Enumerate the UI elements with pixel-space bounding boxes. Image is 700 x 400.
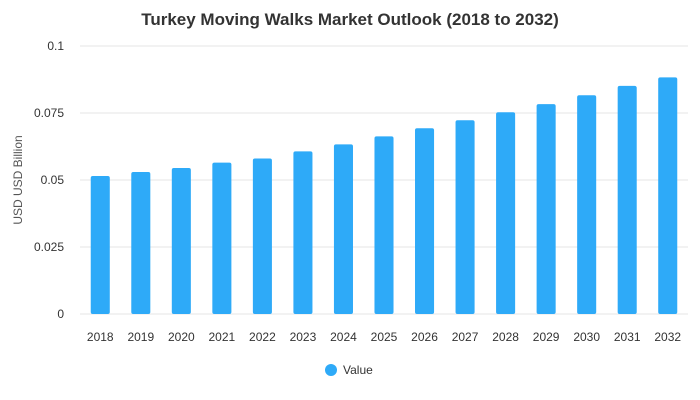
x-tick-label: 2021 — [209, 330, 236, 344]
bar-2024[interactable] — [333, 144, 353, 314]
bar-2023[interactable] — [293, 151, 313, 314]
y-axis-ticks: 0 0.025 0.05 0.075 0.1 — [34, 39, 64, 321]
x-tick-label: 2031 — [614, 330, 641, 344]
bar-2021[interactable] — [212, 162, 232, 314]
bar-2025[interactable] — [374, 136, 394, 314]
bar-2032[interactable] — [658, 77, 678, 314]
bar-2019[interactable] — [131, 171, 151, 314]
bar-2028[interactable] — [496, 112, 516, 314]
bar-2022[interactable] — [252, 158, 272, 314]
x-tick-label: 2019 — [127, 330, 154, 344]
y-tick-label: 0 — [57, 307, 64, 321]
x-tick-label: 2028 — [492, 330, 519, 344]
legend-label-value: Value — [343, 363, 373, 377]
x-tick-label: 2022 — [249, 330, 276, 344]
bar-2027[interactable] — [455, 120, 475, 315]
bars — [90, 77, 678, 315]
legend-swatch-value — [325, 364, 337, 376]
chart-title: Turkey Moving Walks Market Outlook (2018… — [141, 10, 559, 29]
x-tick-label: 2018 — [87, 330, 114, 344]
x-tick-label: 2023 — [290, 330, 317, 344]
x-tick-label: 2029 — [533, 330, 560, 344]
bar-2018[interactable] — [90, 175, 110, 314]
y-tick-label: 0.1 — [47, 39, 64, 53]
x-tick-label: 2025 — [371, 330, 398, 344]
x-tick-label: 2024 — [330, 330, 357, 344]
x-tick-label: 2020 — [168, 330, 195, 344]
x-tick-label: 2027 — [452, 330, 479, 344]
bar-2020[interactable] — [171, 167, 191, 314]
x-tick-label: 2032 — [654, 330, 681, 344]
y-tick-label: 0.025 — [34, 240, 64, 254]
x-tick-label: 2026 — [411, 330, 438, 344]
y-axis-title: USD USD Billion — [11, 135, 25, 224]
y-tick-label: 0.05 — [41, 173, 65, 187]
bar-2026[interactable] — [415, 128, 435, 314]
x-axis-ticks: 2018 2019 2020 2021 2022 2023 2024 2025 2026 2027… — [87, 330, 681, 344]
legend[interactable]: Value — [325, 363, 373, 377]
bar-2030[interactable] — [577, 95, 597, 314]
bar-2031[interactable] — [617, 85, 637, 314]
bar-2029[interactable] — [536, 104, 556, 314]
x-tick-label: 2030 — [573, 330, 600, 344]
y-tick-label: 0.075 — [34, 106, 64, 120]
